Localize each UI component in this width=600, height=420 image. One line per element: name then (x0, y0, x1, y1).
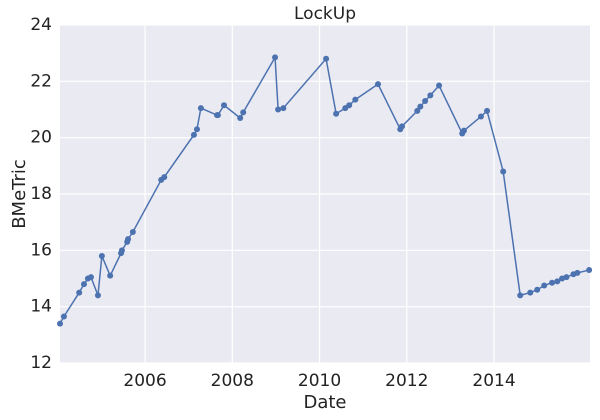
y-tick-label: 12 (30, 353, 52, 373)
point (398, 123, 405, 130)
point (375, 81, 381, 88)
y-tick-label: 24 (30, 15, 52, 35)
point (436, 82, 443, 89)
point (94, 292, 101, 299)
point (549, 279, 556, 286)
point (275, 106, 282, 113)
point (80, 281, 87, 288)
y-tick-label: 22 (30, 71, 52, 91)
point (60, 313, 67, 320)
x-axis-label: Date (303, 392, 346, 413)
point (346, 102, 353, 109)
point (484, 107, 491, 114)
x-tick-label: 2012 (385, 371, 428, 391)
y-tick-label: 18 (30, 184, 52, 204)
point (107, 272, 114, 279)
point (214, 112, 221, 119)
point (417, 103, 424, 110)
point (563, 274, 570, 281)
point (98, 252, 105, 259)
point (500, 168, 507, 175)
point (193, 126, 200, 133)
x-tick-label: 2014 (472, 371, 515, 391)
point (76, 289, 83, 296)
point (161, 174, 168, 181)
point (554, 278, 561, 285)
point (125, 236, 132, 243)
point (190, 131, 197, 138)
x-tick-label: 2008 (211, 371, 254, 391)
point (237, 114, 244, 121)
point (574, 269, 581, 276)
y-tick-label: 14 (30, 297, 52, 317)
point (527, 289, 534, 296)
point (586, 267, 593, 274)
x-tick-label: 2010 (298, 371, 341, 391)
y-tick-label: 20 (30, 128, 52, 148)
point (280, 105, 287, 112)
point (352, 96, 359, 103)
point (57, 320, 63, 327)
point (221, 102, 228, 109)
point (427, 92, 434, 99)
point (197, 105, 204, 112)
x-tick-label: 2006 (123, 371, 166, 391)
chart-title: LockUp (294, 4, 356, 24)
y-tick-label: 16 (30, 240, 52, 260)
point (414, 107, 421, 114)
point (477, 113, 484, 120)
point (240, 109, 247, 116)
point (333, 110, 340, 117)
point (87, 274, 94, 281)
point (534, 286, 541, 293)
point (129, 229, 136, 236)
point (323, 55, 330, 62)
point (460, 127, 467, 134)
point (118, 247, 125, 254)
point (422, 98, 429, 105)
y-axis-label: BMeTric (9, 159, 30, 229)
point (517, 292, 524, 299)
point (272, 54, 279, 61)
point (541, 282, 548, 289)
